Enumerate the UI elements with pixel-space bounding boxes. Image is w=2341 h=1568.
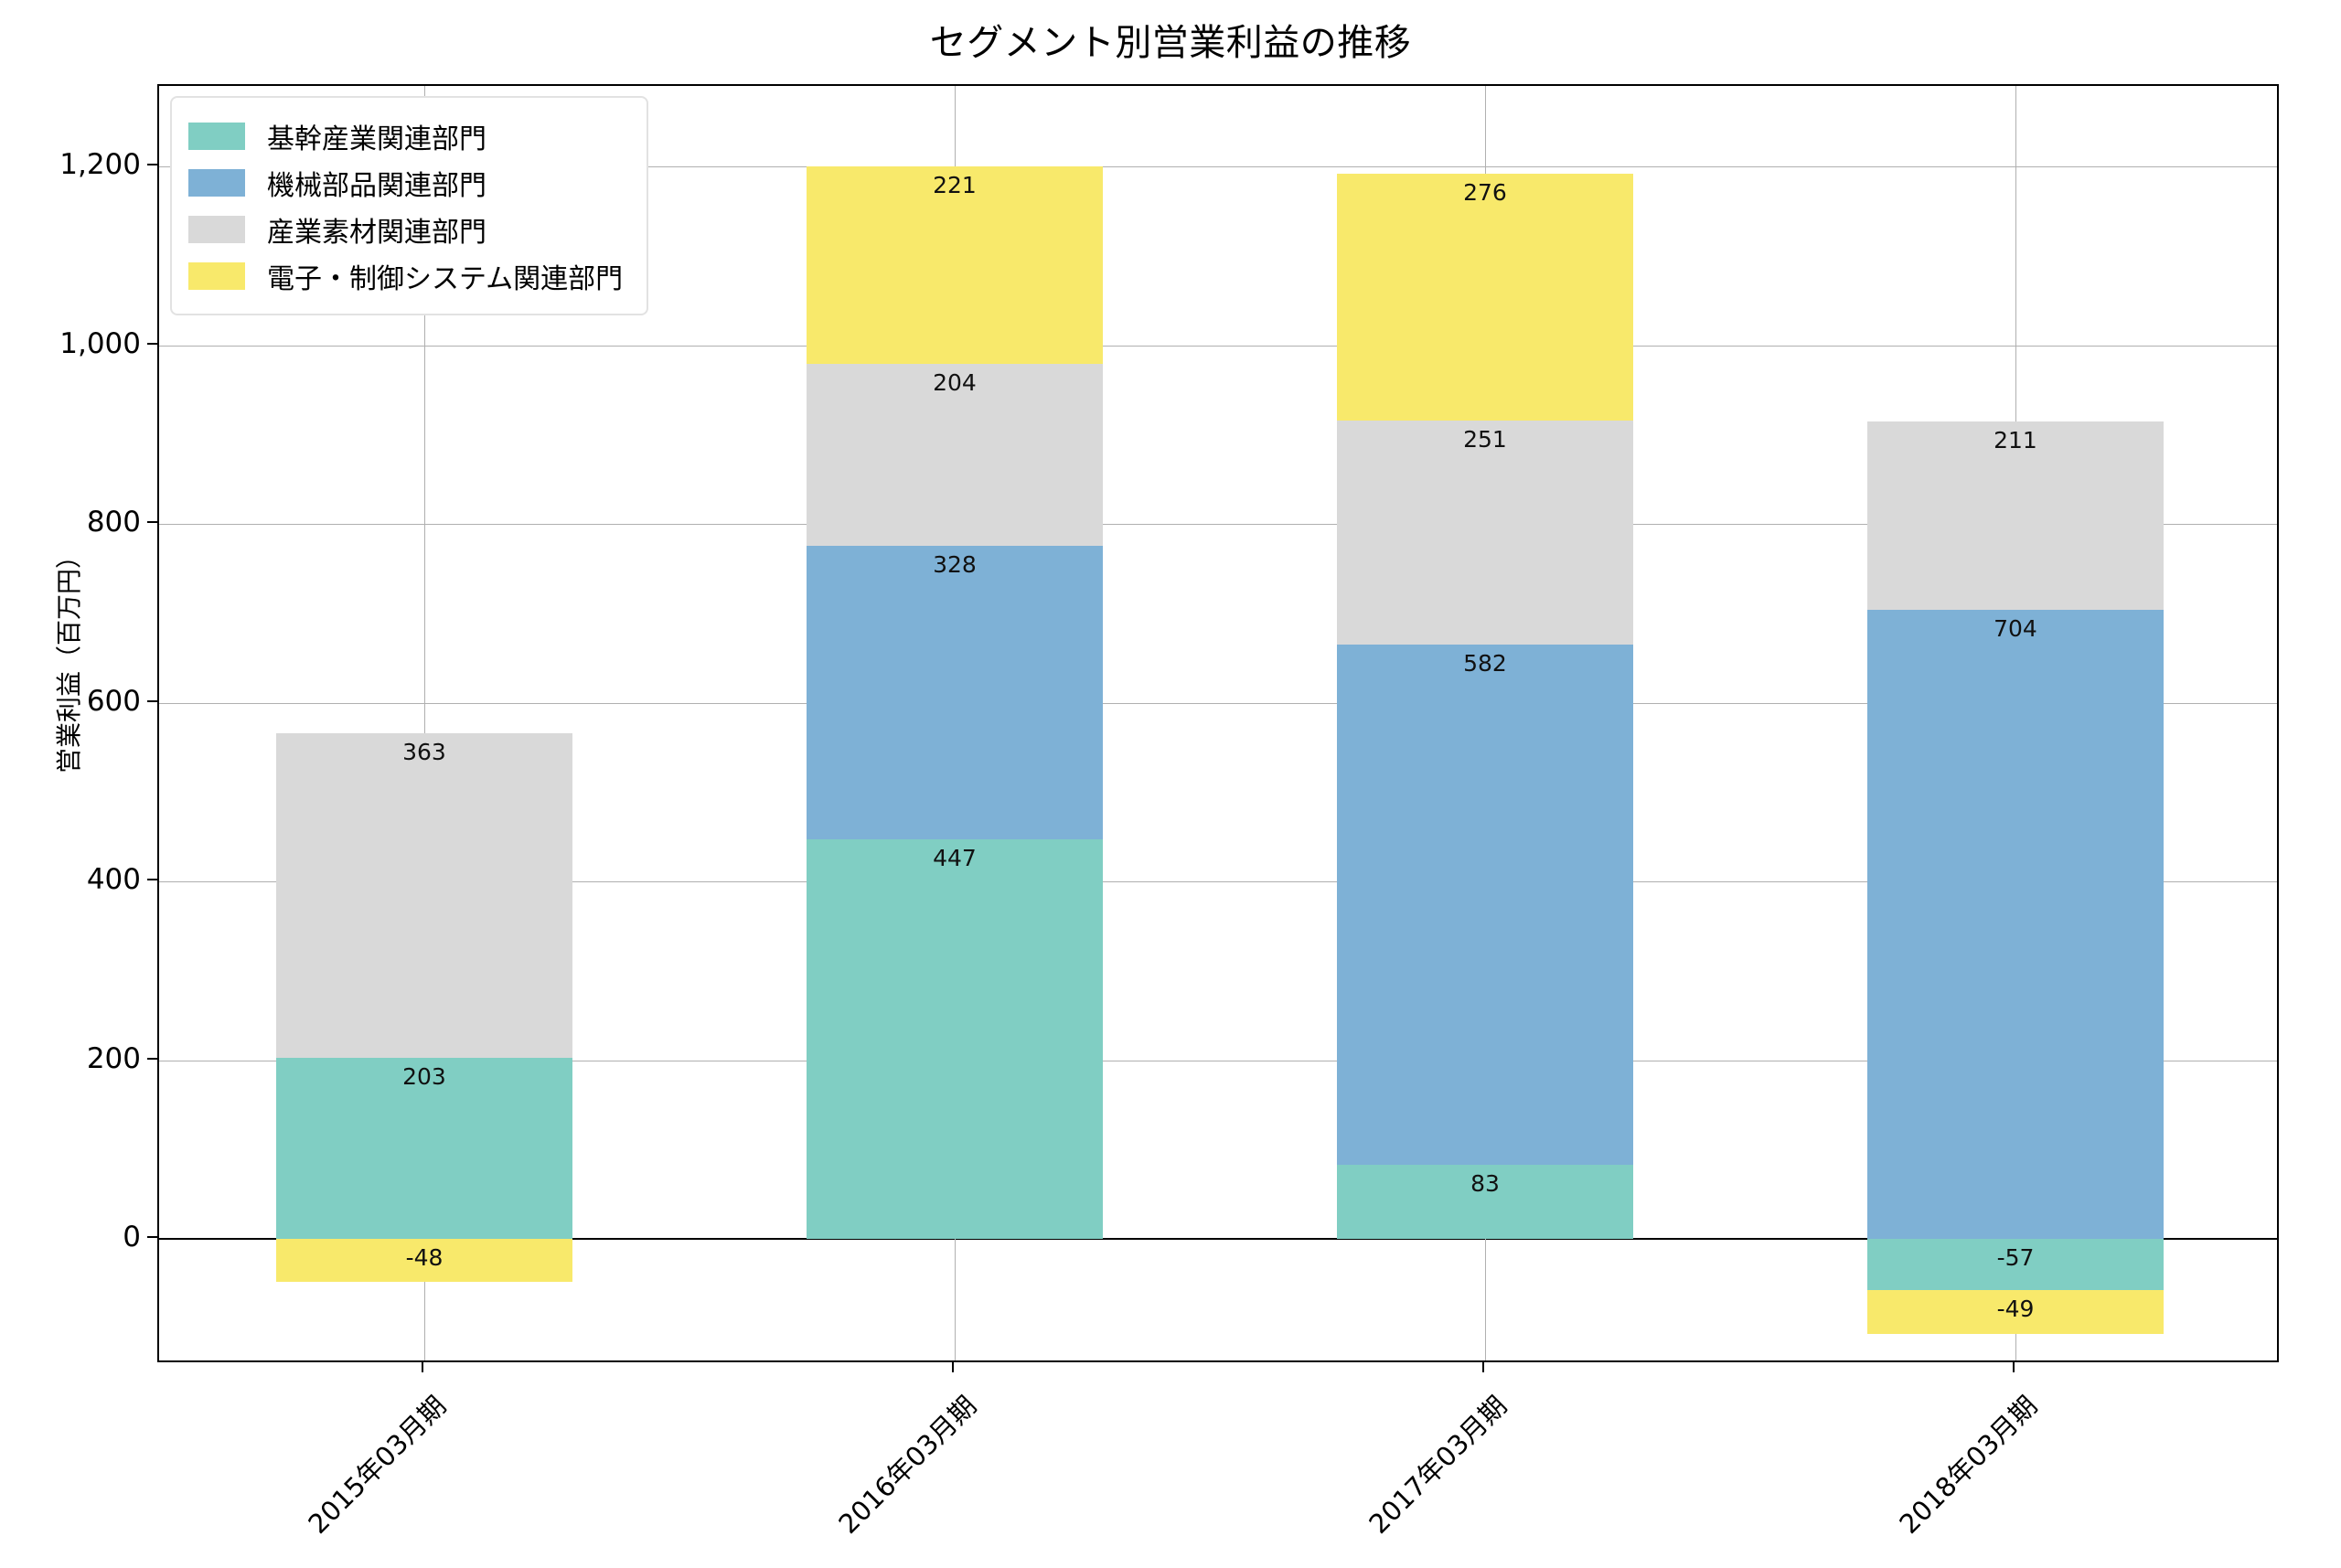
y-tick-label: 1,200 (59, 147, 141, 181)
x-tick-mark (422, 1362, 423, 1372)
legend-color-swatch (188, 122, 245, 150)
legend-item[interactable]: 基幹産業関連部門 (188, 112, 623, 159)
bar-segment[interactable] (1336, 1164, 1634, 1240)
bar-segment[interactable] (1866, 1289, 2165, 1334)
gridline-horizontal (159, 345, 2277, 347)
y-axis-title-wrapper: 営業利益（百万円） (38, 0, 93, 1552)
y-tick-mark (147, 1057, 157, 1060)
bar-segment[interactable] (1336, 645, 1634, 1165)
y-tick-label: 800 (86, 506, 141, 539)
gridline-horizontal (159, 881, 2277, 883)
y-tick-label: 200 (86, 1041, 141, 1075)
legend-item[interactable]: 産業素材関連部門 (188, 206, 623, 252)
bar-segment[interactable] (806, 364, 1104, 547)
bar-segment[interactable] (1866, 1239, 2165, 1290)
legend: 基幹産業関連部門 機械部品関連部門 産業素材関連部門電子・制御システム関連部門 (170, 96, 649, 315)
gridline-horizontal (159, 702, 2277, 704)
bar-segment[interactable] (806, 546, 1104, 840)
bar-segment[interactable] (1866, 609, 2165, 1240)
gridline-vertical (424, 86, 425, 1360)
y-tick-label: 1,000 (59, 326, 141, 360)
x-tick-mark (2013, 1362, 2015, 1372)
legend-color-swatch (188, 261, 245, 290)
bar-group[interactable]: 447 328 204 221 (806, 86, 1104, 1360)
legend-color-swatch (188, 215, 245, 243)
bar-segment[interactable] (275, 732, 573, 1058)
bar-segment[interactable] (275, 1057, 573, 1240)
plot-inner: 203 363 -48 447 328 204 221 83 582 251 276 -57 704 21… (159, 86, 2277, 1360)
page-title: セグメント別営業利益の推移 (929, 22, 1412, 64)
y-tick-mark (147, 879, 157, 881)
bar-segment[interactable] (275, 1239, 573, 1283)
x-tick-label: 2016年03月期 (832, 1390, 983, 1541)
x-tick-mark (952, 1362, 954, 1372)
legend-label: 産業素材関連部門 (267, 216, 486, 249)
y-tick-mark (147, 521, 157, 524)
y-tick-mark (147, 1236, 157, 1239)
legend-color-swatch (188, 168, 245, 197)
bar-group[interactable]: 83 582 251 276 (1336, 86, 1634, 1360)
x-tick-label: 2018年03月期 (1893, 1390, 2044, 1541)
bar-segment[interactable] (1336, 173, 1634, 421)
y-axis-title: 営業利益（百万円） (54, 543, 84, 774)
legend-label: 機械部品関連部門 (267, 169, 486, 202)
y-tick-label: 0 (123, 1221, 141, 1254)
gridline-horizontal (159, 165, 2277, 167)
bar-segment[interactable] (806, 165, 1104, 365)
legend-item[interactable]: 機械部品関連部門 (188, 159, 623, 206)
y-tick-label: 600 (86, 684, 141, 718)
zero-line (159, 1238, 2277, 1241)
x-tick-mark (1482, 1362, 1484, 1372)
bar-segment[interactable] (806, 839, 1104, 1240)
x-tick-label: 2017年03月期 (1363, 1390, 1513, 1541)
legend-label: 基幹産業関連部門 (267, 123, 486, 155)
legend-item[interactable]: 電子・制御システム関連部門 (188, 252, 623, 299)
x-tick-label: 2015年03月期 (302, 1390, 453, 1541)
legend-label: 電子・制御システム関連部門 (267, 262, 624, 295)
y-tick-mark (147, 699, 157, 702)
bar-segment[interactable] (1336, 420, 1634, 645)
bar-group[interactable]: -57 704 211 -49 (1866, 86, 2165, 1360)
y-tick-mark (147, 163, 157, 165)
bar-segment[interactable] (1866, 421, 2165, 610)
y-tick-mark (147, 342, 157, 345)
bar-group[interactable]: 203 363 -48 (275, 86, 573, 1360)
y-tick-label: 400 (86, 863, 141, 897)
gridline-horizontal (159, 524, 2277, 526)
